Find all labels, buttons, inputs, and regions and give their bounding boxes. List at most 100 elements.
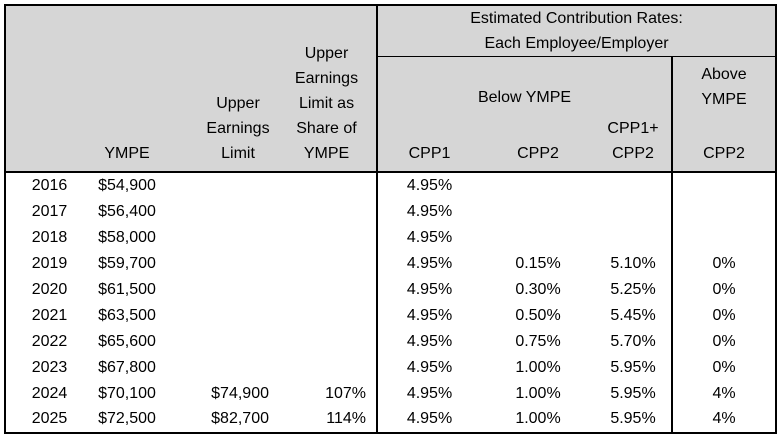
- cpp1-rate-cell: 4.95%: [376, 172, 481, 199]
- header-row-sub: CPP1 CPP2 CPP1+ CPP2 CPP2: [5, 116, 777, 173]
- above-ympe-cpp2-rate-cell: 0%: [670, 302, 777, 329]
- above-ympe-cpp2-rate-cell: 4%: [670, 406, 777, 433]
- table-row-2022: 2022 $65,600 4.95% 0.75% 5.70% 0%: [5, 328, 777, 355]
- cpp1-column-header: CPP1: [376, 116, 481, 173]
- cpp2-rate-cell: [481, 198, 595, 225]
- cpp2-column-header: CPP2: [481, 116, 595, 173]
- upper-earnings-limit-cell: [161, 276, 277, 303]
- ympe-cell: $70,100: [93, 380, 161, 407]
- cpp1-rate-cell: 4.95%: [376, 224, 481, 251]
- upper-earnings-limit-cell: [161, 172, 277, 199]
- cpp-rates-table: YMPE Upper Earnings Limit Upper Earnings…: [4, 4, 777, 434]
- ympe-cell: $67,800: [93, 354, 161, 381]
- share-of-ympe-cell: [277, 198, 377, 225]
- year-cell: 2023: [5, 354, 93, 381]
- cpp1-rate-cell: 4.95%: [376, 250, 481, 277]
- year-cell: 2021: [5, 302, 93, 329]
- ympe-cell: $65,600: [93, 328, 161, 355]
- share-of-ympe-cell: [277, 302, 377, 329]
- cpp1-plus-cpp2-rate-cell: 5.95%: [595, 354, 672, 381]
- above-ympe-cpp2-rate-cell: 4%: [670, 380, 777, 407]
- upper-earnings-limit-cell: [161, 328, 277, 355]
- cpp2-rate-cell: 0.50%: [481, 302, 595, 329]
- year-cell: 2024: [5, 380, 93, 407]
- upper-earnings-limit-cell: [161, 302, 277, 329]
- upper-earnings-limit-column-header: Upper Earnings Limit: [161, 5, 277, 173]
- cpp2-rate-cell: 0.15%: [481, 250, 595, 277]
- above-ympe-cpp2-rate-cell: [670, 224, 777, 251]
- year-cell: 2016: [5, 172, 93, 199]
- share-of-ympe-cell: [277, 250, 377, 277]
- table-row-2025: 2025 $72,500 $82,700 114% 4.95% 1.00% 5.…: [5, 406, 777, 433]
- upper-earnings-limit-cell: [161, 224, 277, 251]
- above-ympe-cpp2-rate-cell: [670, 172, 777, 199]
- year-cell: 2018: [5, 224, 93, 251]
- share-of-ympe-cell: [277, 172, 377, 199]
- cpp1-rate-cell: 4.95%: [376, 380, 481, 407]
- year-column-header: [5, 5, 93, 173]
- cpp2-rate-cell: 1.00%: [481, 354, 595, 381]
- cpp1-plus-cpp2-rate-cell: 5.95%: [595, 406, 672, 433]
- header-row-top: YMPE Upper Earnings Limit Upper Earnings…: [5, 5, 777, 173]
- year-cell: 2020: [5, 276, 93, 303]
- cpp1-rate-cell: 4.95%: [376, 406, 481, 433]
- cpp2-rate-cell: 0.75%: [481, 328, 595, 355]
- cpp1-rate-cell: 4.95%: [376, 354, 481, 381]
- uel-share-of-ympe-column-header: Upper Earnings Limit as Share of YMPE: [277, 5, 377, 173]
- above-ympe-cpp2-rate-cell: 0%: [670, 250, 777, 277]
- share-of-ympe-cell: 114%: [277, 406, 377, 433]
- cpp1-plus-cpp2-rate-cell: 5.25%: [595, 276, 672, 303]
- cpp1-plus-cpp2-rate-cell: 5.10%: [595, 250, 672, 277]
- table-row-2020: 2020 $61,500 4.95% 0.30% 5.25% 0%: [5, 276, 777, 303]
- above-ympe-cpp2-column-header: CPP2: [670, 116, 777, 173]
- share-of-ympe-cell: [277, 354, 377, 381]
- share-of-ympe-cell: [277, 276, 377, 303]
- cpp1-plus-cpp2-rate-cell: [595, 224, 672, 251]
- header-row-groups: Below YMPE Above YMPE: [5, 56, 777, 116]
- upper-earnings-limit-cell: [161, 250, 277, 277]
- cpp1-plus-cpp2-rate-cell: 5.70%: [595, 328, 672, 355]
- year-cell: 2025: [5, 406, 93, 433]
- cpp1-plus-cpp2-rate-cell: 5.95%: [595, 380, 672, 407]
- cpp1-rate-cell: 4.95%: [376, 328, 481, 355]
- table-row-2019: 2019 $59,700 4.95% 0.15% 5.10% 0%: [5, 250, 777, 277]
- table-row-2023: 2023 $67,800 4.95% 1.00% 5.95% 0%: [5, 354, 777, 381]
- cpp1-plus-cpp2-rate-cell: [595, 172, 672, 199]
- year-cell: 2019: [5, 250, 93, 277]
- above-ympe-cpp2-rate-cell: 0%: [670, 276, 777, 303]
- table-row-2024: 2024 $70,100 $74,900 107% 4.95% 1.00% 5.…: [5, 380, 777, 407]
- above-ympe-cpp2-rate-cell: [670, 198, 777, 225]
- cpp2-rate-cell: [481, 224, 595, 251]
- ympe-cell: $56,400: [93, 198, 161, 225]
- cpp2-rate-cell: 1.00%: [481, 406, 595, 433]
- cpp1-rate-cell: 4.95%: [376, 302, 481, 329]
- upper-earnings-limit-cell: [161, 354, 277, 381]
- ympe-cell: $61,500: [93, 276, 161, 303]
- upper-earnings-limit-cell: $74,900: [161, 380, 277, 407]
- share-of-ympe-cell: [277, 328, 377, 355]
- below-ympe-group-header: Below YMPE: [376, 56, 672, 116]
- year-cell: 2022: [5, 328, 93, 355]
- cpp1-plus-cpp2-column-header: CPP1+ CPP2: [595, 116, 672, 173]
- ympe-cell: $63,500: [93, 302, 161, 329]
- ympe-cell: $54,900: [93, 172, 161, 199]
- cpp2-rate-cell: [481, 172, 595, 199]
- share-of-ympe-cell: 107%: [277, 380, 377, 407]
- upper-earnings-limit-cell: [161, 198, 277, 225]
- cpp1-plus-cpp2-rate-cell: [595, 198, 672, 225]
- ympe-cell: $59,700: [93, 250, 161, 277]
- table-row-2017: 2017 $56,400 4.95%: [5, 198, 777, 225]
- cpp1-plus-cpp2-rate-cell: 5.45%: [595, 302, 672, 329]
- cpp2-rate-cell: 1.00%: [481, 380, 595, 407]
- estimated-contribution-rates-header: Estimated Contribution Rates: Each Emplo…: [375, 5, 777, 57]
- upper-earnings-limit-cell: $82,700: [161, 406, 277, 433]
- cpp1-rate-cell: 4.95%: [376, 198, 481, 225]
- cpp2-rate-cell: 0.30%: [481, 276, 595, 303]
- ympe-cell: $58,000: [93, 224, 161, 251]
- ympe-cell: $72,500: [93, 406, 161, 433]
- share-of-ympe-cell: [277, 224, 377, 251]
- cpp1-rate-cell: 4.95%: [376, 276, 481, 303]
- table-row-2016: 2016 $54,900 4.95%: [5, 172, 777, 199]
- table-row-2018: 2018 $58,000 4.95%: [5, 224, 777, 251]
